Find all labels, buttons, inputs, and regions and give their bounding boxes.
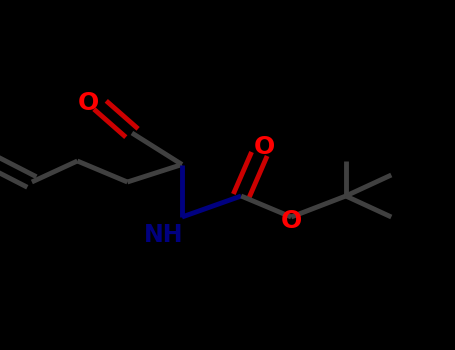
Text: O: O — [78, 91, 99, 115]
Text: O: O — [281, 209, 302, 232]
Text: O: O — [253, 135, 274, 159]
Text: NH: NH — [144, 223, 183, 246]
